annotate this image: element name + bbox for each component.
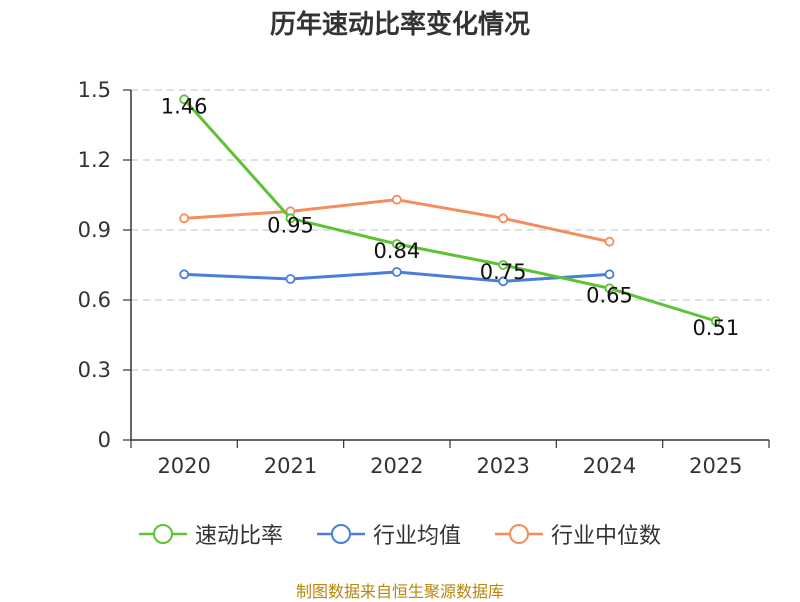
y-tick-label: 1.2	[78, 148, 111, 172]
x-tick-label: 2020	[157, 454, 210, 478]
x-tick-label: 2024	[583, 454, 636, 478]
legend-label-industry-mean: 行业均值	[372, 524, 461, 549]
x-tick-label: 2023	[476, 454, 529, 478]
data-point	[285, 274, 296, 284]
legend-label-quick-ratio: 速动比率	[194, 524, 283, 549]
legend-item-industry-median[interactable]: 行业中位数	[495, 518, 661, 550]
data-point	[498, 213, 509, 224]
legend-item-industry-mean[interactable]: 行业均值	[316, 518, 461, 550]
x-tick-label: 2022	[370, 454, 423, 478]
legend-marker-industry-mean	[316, 524, 365, 544]
data-point	[285, 213, 296, 224]
data-label: 1.46	[161, 94, 208, 118]
data-label: 0.95	[267, 213, 314, 237]
legend-marker-quick-ratio	[138, 524, 187, 544]
data-label: 0.65	[586, 283, 633, 307]
data-point	[391, 194, 402, 205]
data-label: 0.51	[692, 316, 739, 340]
data-point	[604, 269, 615, 280]
legend-item-quick-ratio[interactable]: 速动比率	[138, 518, 283, 550]
data-point	[179, 213, 190, 224]
y-tick-label: 0.9	[78, 218, 111, 242]
y-tick-label: 0.6	[78, 288, 111, 312]
data-point	[391, 267, 402, 277]
x-tick-label: 2021	[264, 454, 317, 478]
data-point	[179, 94, 190, 105]
data-point	[710, 316, 721, 326]
legend-label-industry-median: 行业中位数	[551, 524, 662, 549]
data-point	[498, 260, 509, 270]
data-label: 0.75	[480, 260, 527, 284]
y-tick-label: 0.3	[78, 358, 111, 382]
series-line	[183, 98, 717, 323]
x-tick-label: 2025	[689, 454, 742, 478]
data-point	[179, 269, 190, 280]
y-tick-label: 1.5	[78, 78, 111, 102]
data-point	[498, 276, 509, 287]
data-point	[391, 239, 402, 249]
legend-marker-industry-median	[495, 524, 543, 544]
data-label: 0.84	[373, 239, 420, 263]
data-point	[604, 236, 615, 247]
y-tick-label: 0	[98, 428, 111, 452]
source-note: 制图数据来自恒生聚源数据库	[295, 582, 504, 601]
series-line	[184, 198, 610, 244]
legend: 速动比率 行业均值 行业中位数	[0, 518, 800, 550]
data-point	[604, 283, 615, 294]
chart-title: 历年速动比率变化情况	[269, 10, 530, 40]
